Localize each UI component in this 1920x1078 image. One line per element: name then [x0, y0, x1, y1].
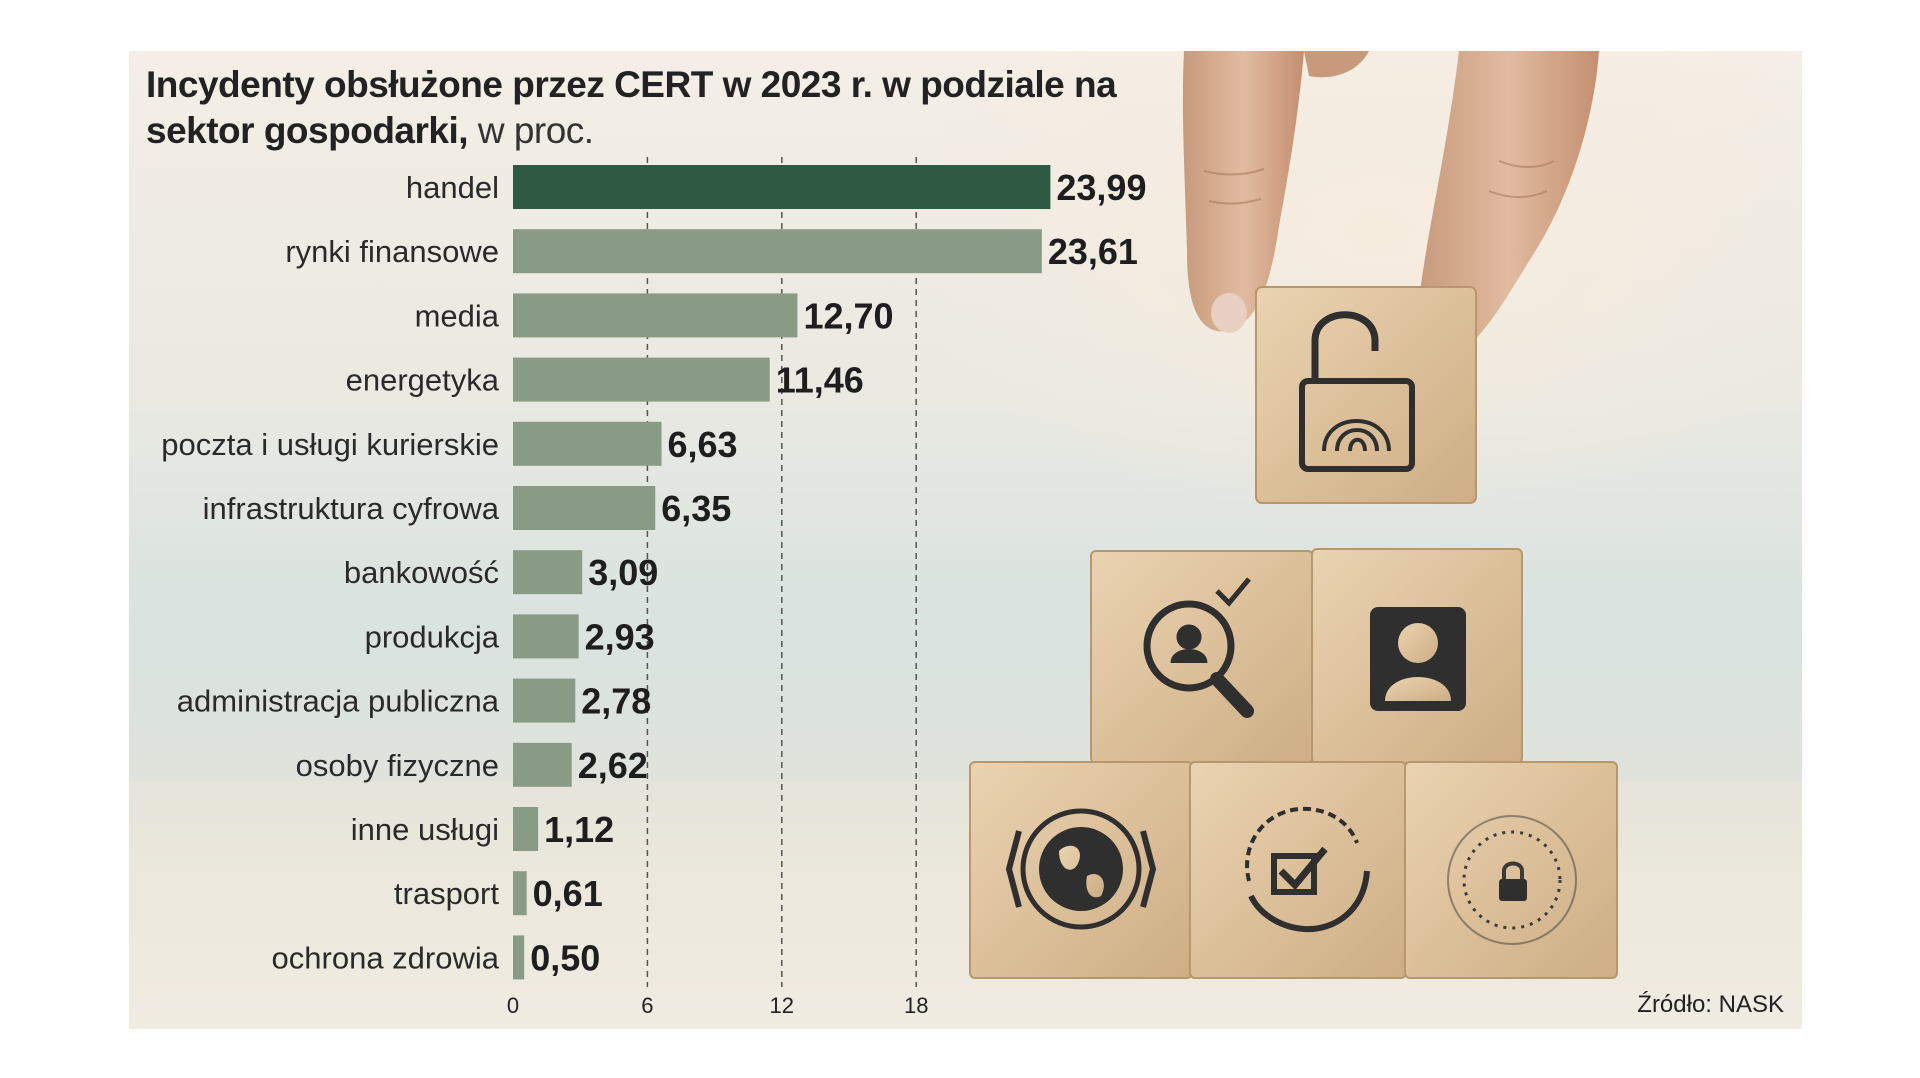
bar: [513, 357, 770, 402]
category-label: poczta i usługi kurierskie: [161, 427, 499, 462]
bar: [513, 165, 1051, 209]
category-label: rynki finansowe: [285, 234, 499, 269]
value-label: 2,78: [581, 681, 651, 722]
x-tick-label: 12: [770, 993, 794, 1018]
search-person-block: [1090, 550, 1314, 764]
infographic-card: Incydenty obsłużone przez CERT w 2023 r.…: [129, 51, 1802, 1029]
wooden-blocks-illustration: [129, 51, 1802, 1029]
value-label: 23,61: [1048, 231, 1138, 272]
search-person-icon: [1143, 577, 1254, 718]
hand-icon: [1182, 51, 1599, 356]
globe-icon: [1005, 808, 1157, 930]
bar: [513, 807, 539, 851]
value-label: 12,70: [803, 295, 893, 336]
value-label: 3,09: [588, 552, 658, 593]
checkbox-cycle-icon: [1245, 806, 1370, 933]
category-label: inne usługi: [351, 812, 499, 847]
bar: [513, 486, 656, 530]
x-tick-label: 18: [904, 993, 928, 1018]
category-label: trasport: [394, 876, 499, 911]
category-label: handel: [406, 170, 499, 205]
value-label: 6,35: [661, 488, 731, 529]
lock-dial-icon: [1447, 815, 1577, 945]
bar: [513, 293, 798, 338]
value-label: 2,93: [585, 616, 655, 657]
value-label: 0,50: [530, 937, 600, 978]
bar-chart: 0 6 12 18 handel 23,99 rynki finansowe 23,61 med…: [161, 157, 1146, 1018]
category-label: administracja publiczna: [177, 684, 500, 719]
bar: [513, 614, 579, 659]
value-label: 0,61: [533, 873, 603, 914]
value-label: 23,99: [1056, 167, 1146, 208]
value-label: 2,62: [578, 745, 648, 786]
x-tick-label: 6: [641, 993, 653, 1018]
category-label: ochrona zdrowia: [272, 940, 500, 975]
category-label: media: [415, 298, 500, 333]
bar: [513, 421, 662, 466]
category-label: energetyka: [346, 363, 500, 398]
bar: [513, 871, 527, 916]
bar: [513, 742, 572, 787]
source-note: Źródło: NASK: [1637, 991, 1784, 1018]
lock-dial-block: [1404, 761, 1618, 979]
padlock-fingerprint-icon: [1299, 311, 1415, 472]
bar: [513, 550, 583, 595]
category-label: bankowość: [344, 555, 499, 590]
value-label: 11,46: [776, 360, 864, 401]
bar: [513, 678, 576, 723]
category-label: osoby fizyczne: [296, 748, 499, 783]
category-label: infrastruktura cyfrowa: [203, 491, 500, 526]
x-tick-label: 0: [507, 993, 519, 1018]
category-label: produkcja: [365, 619, 500, 654]
value-label: 1,12: [544, 809, 614, 850]
bar: [513, 229, 1042, 274]
chart-title: Incydenty obsłużone przez CERT w 2023 r.…: [146, 64, 1117, 151]
value-label: 6,63: [668, 424, 738, 465]
bar: [513, 935, 525, 980]
user-profile-icon: [1370, 607, 1466, 711]
user-profile-block: [1311, 548, 1523, 764]
padlock-fingerprint-block: [1255, 286, 1477, 504]
